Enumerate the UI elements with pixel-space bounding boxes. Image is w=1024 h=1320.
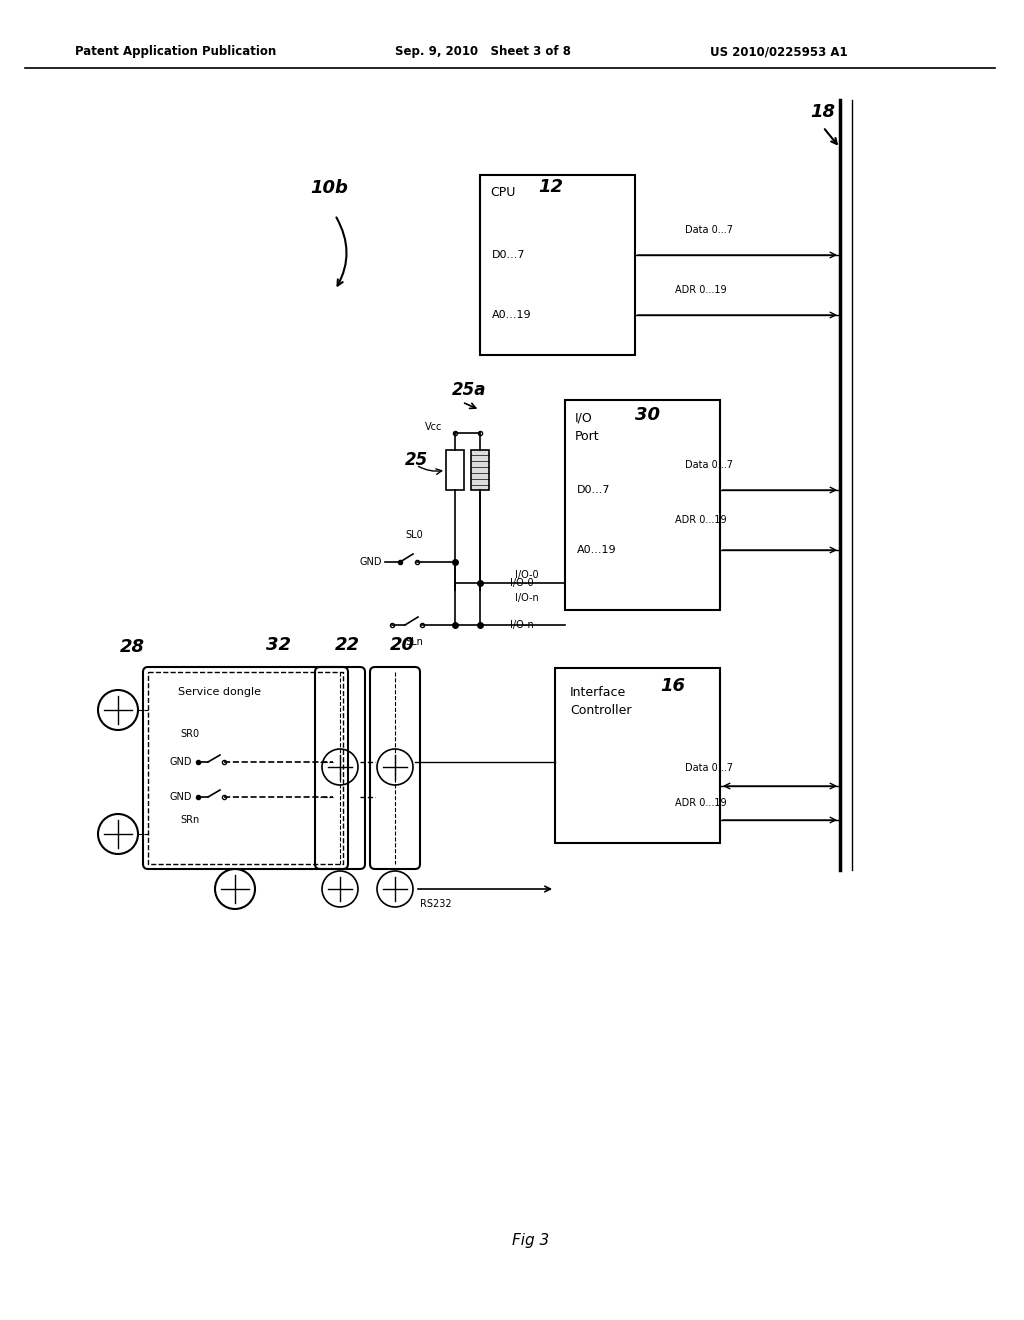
Text: I/O-n: I/O-n [510,620,534,630]
Text: I/O: I/O [575,412,593,425]
Text: 12: 12 [538,178,563,195]
Text: Data 0...7: Data 0...7 [685,763,733,774]
Text: A0...19: A0...19 [577,545,616,554]
Text: Patent Application Publication: Patent Application Publication [75,45,276,58]
Text: SR0: SR0 [180,729,199,739]
Bar [565,400,720,610]
Text: 20: 20 [390,636,415,653]
Text: GND: GND [170,792,193,803]
Text: 22: 22 [335,636,360,653]
Text: Data 0...7: Data 0...7 [685,459,733,470]
Text: CPU: CPU [490,186,515,199]
Text: GND: GND [360,557,383,568]
Text: 10b: 10b [310,180,348,197]
Text: I/O-0: I/O-0 [515,570,539,579]
Text: 16: 16 [660,677,685,696]
Text: SRn: SRn [180,814,200,825]
Bar [555,668,720,843]
Text: Controller: Controller [570,705,632,718]
Text: Interface: Interface [570,686,627,700]
Text: Port: Port [575,429,600,442]
Bar [471,450,489,490]
Text: 25a: 25a [452,381,486,399]
Text: D0...7: D0...7 [492,249,525,260]
Text: Sep. 9, 2010   Sheet 3 of 8: Sep. 9, 2010 Sheet 3 of 8 [395,45,571,58]
Text: I/O-0: I/O-0 [510,578,534,587]
Text: D0...7: D0...7 [577,484,610,495]
Text: 28: 28 [120,638,145,656]
Text: SL0: SL0 [406,531,423,540]
Text: 18: 18 [810,103,835,121]
Text: 30: 30 [635,407,660,424]
Text: A0...19: A0...19 [492,310,531,319]
Text: ADR 0...19: ADR 0...19 [675,285,727,294]
Text: Fig 3: Fig 3 [512,1233,549,1247]
Text: I/O-n: I/O-n [515,593,539,603]
Bar [446,450,464,490]
Text: SLn: SLn [406,638,423,647]
Text: US 2010/0225953 A1: US 2010/0225953 A1 [710,45,848,58]
Text: Service dongle: Service dongle [178,686,261,697]
Text: GND: GND [170,756,193,767]
Text: Vcc: Vcc [425,422,442,432]
Text: ADR 0...19: ADR 0...19 [675,799,727,808]
Text: Data 0...7: Data 0...7 [685,224,733,235]
Bar [480,176,635,355]
Text: 25: 25 [406,451,428,469]
Text: RS232: RS232 [420,899,452,909]
Text: ADR 0...19: ADR 0...19 [675,515,727,525]
Text: 32: 32 [266,636,291,653]
